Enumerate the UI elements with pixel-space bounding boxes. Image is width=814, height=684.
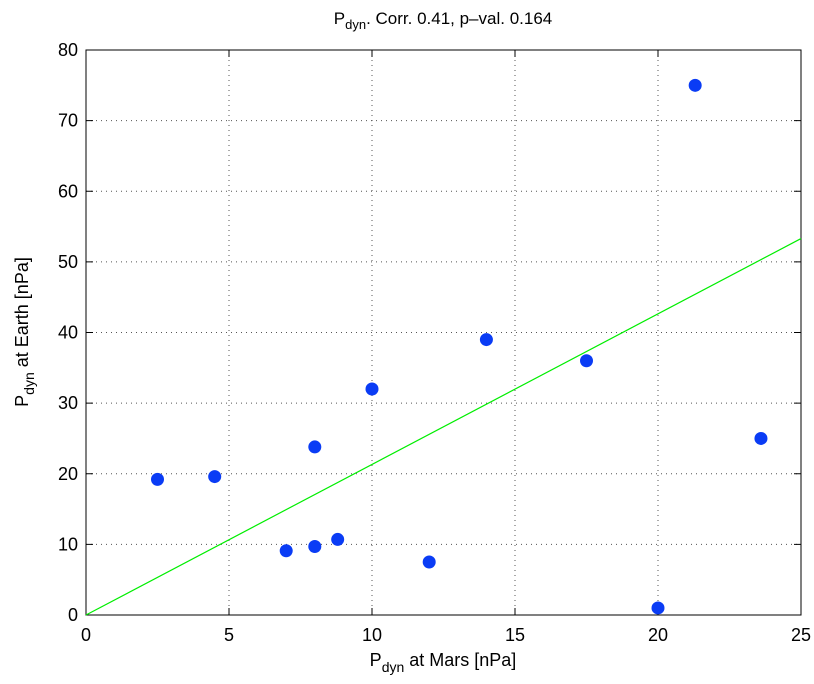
title-text: P	[334, 9, 345, 28]
x-tick-label: 15	[505, 625, 525, 645]
x-label-text: at Mars [nPa]	[404, 650, 516, 670]
y-tick-label: 0	[68, 605, 78, 625]
x-tick-label: 20	[648, 625, 668, 645]
title-text: . Corr. 0.41, p–val. 0.164	[366, 9, 552, 28]
data-point	[651, 601, 665, 615]
data-point	[151, 472, 164, 486]
data-point	[580, 354, 593, 368]
plot-frame	[85, 49, 802, 616]
data-point	[688, 78, 702, 92]
data-point	[479, 333, 493, 347]
data-point	[331, 532, 345, 546]
y-tick-label: 30	[58, 393, 78, 413]
data-point	[279, 544, 293, 558]
fit-line	[85, 238, 802, 616]
x-tick-label: 5	[224, 625, 234, 645]
x-axis-label: Pdyn at Mars [nPa]	[370, 650, 517, 675]
y-tick-label: 70	[58, 111, 78, 131]
data-point	[365, 382, 379, 396]
y-label-subscript: dyn	[21, 372, 37, 395]
data-point	[422, 555, 436, 569]
chart-title: Pdyn. Corr. 0.41, p–val. 0.164	[334, 9, 552, 32]
x-tick-label: 25	[791, 625, 811, 645]
y-label-text: P	[12, 395, 32, 407]
y-tick-label: 10	[58, 534, 78, 554]
data-point	[308, 440, 322, 454]
y-tick-label: 80	[58, 40, 78, 60]
x-label-subscript: dyn	[382, 659, 405, 675]
y-tick-label: 50	[58, 252, 78, 272]
x-tick-label: 0	[81, 625, 91, 645]
data-point	[754, 431, 768, 445]
data-point	[208, 470, 222, 484]
x-label-text: P	[370, 650, 382, 670]
data-point	[308, 539, 322, 553]
x-tick-label: 10	[362, 625, 382, 645]
y-tick-label: 40	[58, 323, 78, 343]
y-tick-label: 60	[58, 181, 78, 201]
y-label-text: at Earth [nPa]	[12, 257, 32, 372]
y-tick-label: 20	[58, 464, 78, 484]
title-subscript: dyn	[345, 17, 366, 32]
y-axis-label: Pdyn at Earth [nPa]	[12, 257, 37, 407]
